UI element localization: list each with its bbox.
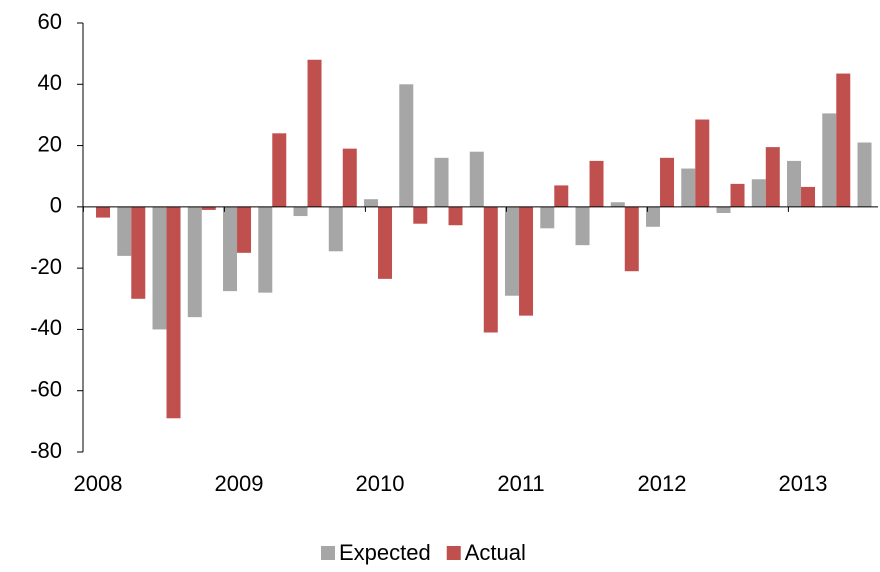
bar	[307, 59, 322, 207]
bar	[328, 206, 343, 252]
bar	[413, 206, 428, 224]
bar	[589, 160, 604, 207]
bar	[787, 160, 802, 207]
bar	[187, 206, 202, 318]
bar	[822, 113, 837, 207]
legend-label: Actual	[465, 540, 526, 565]
bar	[610, 202, 625, 207]
bar	[237, 206, 252, 253]
legend-swatch	[321, 546, 335, 560]
bar	[469, 151, 484, 207]
bar	[96, 206, 111, 218]
legend-swatch	[446, 546, 461, 560]
bar	[364, 199, 379, 207]
bar	[575, 206, 590, 246]
bar	[624, 206, 639, 272]
bar	[152, 206, 167, 330]
y-tick-label: -60	[30, 377, 62, 402]
bar	[730, 183, 745, 207]
bar	[223, 206, 238, 292]
y-tick-label: -40	[30, 315, 62, 340]
bar	[765, 147, 780, 207]
bar	[695, 119, 710, 207]
bar	[660, 157, 675, 207]
bar	[293, 206, 308, 217]
x-tick-label: 2008	[74, 471, 123, 496]
x-tick-label: 2010	[356, 471, 405, 496]
bar	[131, 206, 146, 299]
y-tick-label: -20	[30, 254, 62, 279]
bar	[857, 142, 872, 207]
y-tick-label: 20	[38, 131, 62, 156]
bar	[716, 206, 731, 213]
x-tick-label: 2009	[215, 471, 264, 496]
bar	[448, 206, 463, 226]
x-tick-label: 2011	[497, 471, 544, 496]
bar	[801, 186, 816, 207]
bar	[272, 133, 287, 207]
bar	[540, 206, 555, 229]
bar	[378, 206, 393, 279]
x-tick-label: 2013	[779, 471, 828, 496]
bar	[399, 84, 414, 207]
bar	[646, 206, 661, 227]
bar	[166, 206, 181, 419]
bar	[519, 206, 534, 316]
y-tick-label: -80	[30, 438, 62, 463]
y-tick-label: 40	[38, 70, 62, 95]
legend-label: Expected	[339, 540, 431, 565]
bar	[117, 206, 132, 256]
y-tick-label: 0	[50, 193, 62, 218]
bar	[836, 73, 851, 207]
bar	[201, 206, 216, 210]
bar	[505, 206, 520, 296]
bar	[751, 179, 766, 207]
bar	[434, 157, 449, 207]
x-tick-label: 2012	[638, 471, 687, 496]
bar	[681, 168, 696, 207]
bar	[342, 148, 357, 207]
bar	[483, 206, 498, 333]
bar	[554, 185, 569, 207]
y-tick-label: 60	[38, 9, 62, 34]
bar	[258, 206, 273, 293]
